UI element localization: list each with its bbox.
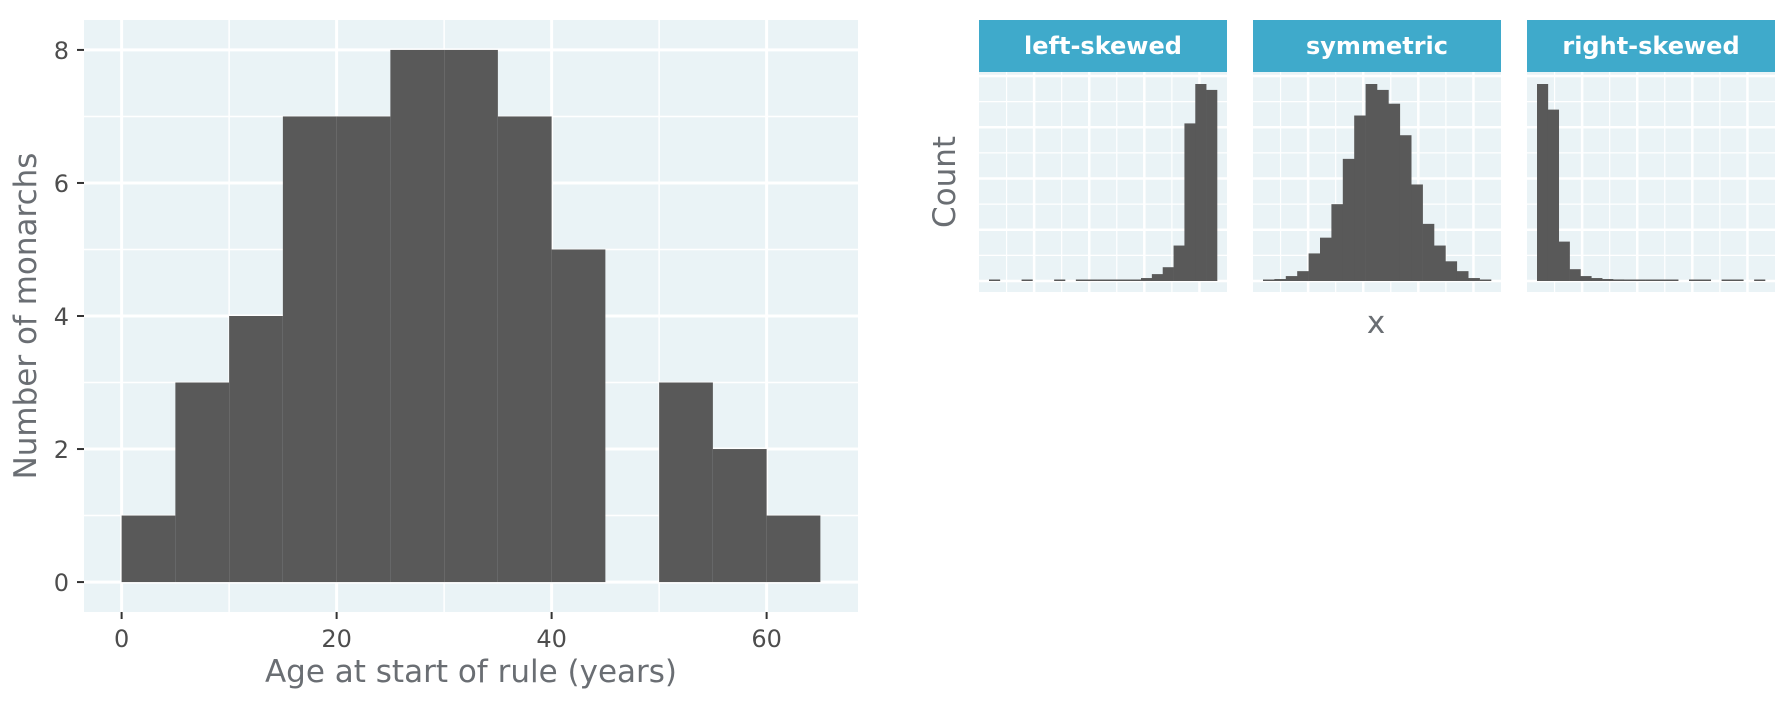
- histogram-bar: [175, 382, 230, 583]
- x-tick-label: 60: [751, 625, 782, 653]
- y-tick-label: 2: [54, 436, 69, 464]
- histogram-y-axis-title: Number of monarchs: [8, 153, 44, 480]
- y-tick-label: 6: [54, 170, 69, 198]
- facet-histogram-bar: [1699, 279, 1712, 281]
- facet-histogram-bar: [1754, 279, 1766, 281]
- histogram-bar: [444, 49, 498, 583]
- histogram-chart: 0 20 40 60 0 2 4 6 8 Age at start of rule (year…: [8, 20, 858, 690]
- facet-histogram-bar: [1569, 269, 1581, 281]
- facet-strip-label: left-skewed: [1024, 32, 1182, 60]
- facet-histogram-bar: [1667, 279, 1679, 281]
- facet-histogram-bar: [1645, 279, 1657, 281]
- histogram-bar: [282, 116, 337, 583]
- y-tick-label: 8: [54, 37, 69, 65]
- facet-histogram-bar: [1097, 279, 1109, 281]
- facet-histogram-bar: [1130, 279, 1142, 281]
- facet-strip-label: symmetric: [1306, 32, 1448, 60]
- x-tick-label: 20: [321, 625, 352, 653]
- histogram-bar: [121, 515, 176, 583]
- x-tick-label: 40: [536, 625, 567, 653]
- facet-y-axis-title: Count: [927, 136, 963, 228]
- facet-histogram-bar: [1331, 204, 1344, 281]
- facet-histogram-bar: [1184, 123, 1196, 282]
- histogram-bar: [390, 49, 445, 583]
- facet-histogram-bar: [1558, 241, 1570, 281]
- y-tick-label: 4: [54, 303, 69, 331]
- facet-histogram-bar: [1445, 261, 1458, 281]
- histogram-bar: [712, 449, 767, 583]
- facet-histogram-bar: [1591, 278, 1603, 281]
- histogram-bar: [229, 316, 283, 583]
- facet-histogram-bar: [989, 279, 1001, 281]
- histogram-bar: [659, 382, 713, 583]
- facet-histogram-bar: [1456, 271, 1469, 281]
- facet-strip-label: right-skewed: [1562, 32, 1739, 60]
- facet-histogram-bar: [1342, 158, 1355, 281]
- facet-histogram-bar: [1151, 274, 1164, 281]
- facet-histogram-bar: [1634, 279, 1646, 281]
- facet-histogram-bar: [1580, 276, 1592, 281]
- facet-histogram-bar: [1365, 84, 1378, 281]
- histogram-x-ticks: 0 20 40 60: [114, 612, 782, 653]
- facet-histogram-bar: [1623, 279, 1636, 281]
- facet-strip: [979, 20, 1227, 72]
- facet-histogram-bar: [1021, 279, 1033, 281]
- facet-histogram-bar: [1285, 276, 1298, 281]
- facet-histogram-bar: [1274, 279, 1287, 281]
- histogram-bar: [497, 116, 552, 583]
- histogram-bar: [766, 515, 821, 583]
- histogram-bar: [336, 116, 391, 583]
- facet-strip: [1253, 20, 1501, 72]
- facet-histogram-bar: [1399, 135, 1412, 281]
- facet-histogram-bar: [1162, 267, 1174, 281]
- facet-histogram-bar: [1320, 237, 1332, 281]
- facet-panels: left-skewed symmetric right-skewed: [979, 20, 1775, 292]
- facet-histogram-bar: [1602, 279, 1614, 281]
- facet-histogram-bar: [1732, 279, 1744, 281]
- facet-x-axis-title: x: [1367, 305, 1385, 341]
- facet-histogram-bar: [1411, 184, 1423, 281]
- facet-histogram-bar: [1086, 279, 1098, 281]
- facet-histogram-bar: [1308, 253, 1321, 281]
- facet-panel-left-skewed: left-skewed: [979, 20, 1227, 292]
- histogram-x-axis-title: Age at start of rule (years): [265, 654, 677, 690]
- facet-histogram-bar: [1263, 279, 1275, 281]
- facet-histogram-bar: [1422, 223, 1435, 281]
- histogram-y-ticks: 0 2 4 6 8: [54, 37, 84, 597]
- facet-histogram-bar: [1173, 245, 1185, 281]
- facet-histogram-bar: [1206, 89, 1218, 281]
- facet-panel-symmetric: symmetric: [1253, 20, 1501, 292]
- faceted-histogram-chart: left-skewed symmetric right-skewed x Count: [927, 20, 1775, 341]
- facet-histogram-bar: [1613, 279, 1625, 281]
- facet-histogram-bar: [1108, 279, 1120, 281]
- facet-histogram-bar: [1195, 84, 1207, 281]
- facet-histogram-bar: [1434, 245, 1446, 281]
- facet-panel-right-skewed: right-skewed: [1527, 20, 1775, 292]
- y-tick-label: 0: [54, 569, 69, 597]
- facet-histogram-bar: [1468, 278, 1480, 281]
- facet-histogram-bar: [1388, 103, 1401, 281]
- facet-histogram-bar: [1537, 84, 1549, 281]
- facet-histogram-bar: [1547, 109, 1560, 281]
- histogram-bars: [121, 49, 821, 583]
- facet-histogram-bar: [1354, 115, 1366, 282]
- histogram-bar: [551, 249, 606, 583]
- facet-histogram-bar: [1689, 279, 1701, 281]
- facet-strip: [1527, 20, 1775, 72]
- facet-histogram-bar: [1054, 279, 1066, 281]
- facet-histogram-bar: [1141, 278, 1153, 281]
- facet-histogram-bar: [1377, 89, 1389, 281]
- facet-histogram-bar: [1479, 279, 1492, 281]
- x-tick-label: 0: [114, 625, 129, 653]
- facet-histogram-bar: [1297, 271, 1309, 281]
- facet-histogram-bar: [1075, 279, 1088, 281]
- facet-histogram-bar: [1119, 279, 1131, 281]
- facet-histogram-bar: [1721, 279, 1733, 281]
- facet-histogram-bar: [1656, 279, 1668, 281]
